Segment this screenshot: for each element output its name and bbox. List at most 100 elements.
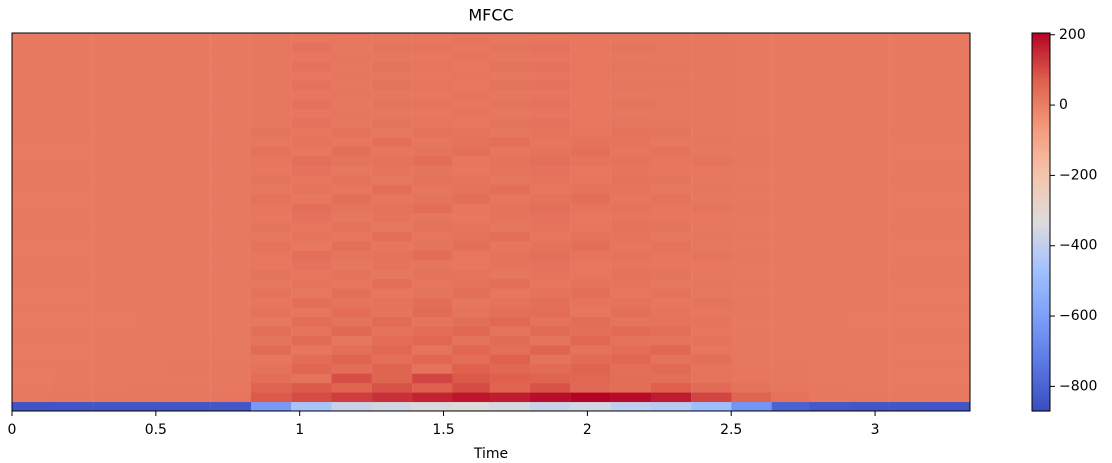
cell bbox=[731, 325, 772, 336]
cell bbox=[691, 222, 732, 232]
cell bbox=[889, 288, 931, 299]
colorbar-swatch bbox=[1032, 185, 1050, 188]
cell bbox=[570, 33, 611, 43]
cell bbox=[889, 203, 931, 214]
cell bbox=[530, 222, 571, 232]
cell bbox=[250, 89, 292, 100]
cell bbox=[610, 392, 651, 403]
cell bbox=[691, 307, 732, 317]
cell bbox=[610, 240, 651, 251]
cell bbox=[731, 203, 772, 214]
colorbar-swatch bbox=[1032, 125, 1050, 128]
cell bbox=[133, 165, 174, 176]
cell bbox=[133, 89, 174, 100]
cell bbox=[331, 269, 372, 280]
cell bbox=[92, 108, 134, 119]
cell bbox=[52, 231, 93, 242]
cell bbox=[731, 136, 772, 147]
cell bbox=[489, 288, 531, 299]
cell bbox=[452, 108, 493, 119]
cell bbox=[570, 269, 611, 280]
cell bbox=[12, 203, 53, 214]
cell bbox=[691, 118, 732, 128]
cell bbox=[650, 259, 692, 270]
colorbar-swatch bbox=[1032, 271, 1050, 274]
cell bbox=[771, 297, 813, 308]
colorbar-tick-label: −400 bbox=[1059, 238, 1097, 254]
cell bbox=[809, 146, 850, 157]
colorbar-swatch bbox=[1032, 351, 1050, 354]
cell bbox=[570, 222, 611, 232]
colorbar-swatch bbox=[1032, 243, 1050, 246]
cell bbox=[489, 70, 531, 81]
cell bbox=[570, 51, 611, 62]
cell bbox=[771, 155, 813, 166]
colorbar-swatch bbox=[1032, 309, 1050, 312]
cell bbox=[170, 155, 211, 166]
colorbar-swatch bbox=[1032, 167, 1050, 170]
cell bbox=[489, 307, 531, 317]
cell bbox=[133, 240, 174, 251]
cell bbox=[809, 335, 850, 346]
cell bbox=[133, 316, 174, 327]
cell bbox=[412, 42, 453, 53]
cell bbox=[489, 222, 531, 232]
cell bbox=[92, 344, 134, 355]
cell bbox=[771, 222, 813, 232]
cell bbox=[530, 373, 571, 384]
colorbar-swatch bbox=[1032, 305, 1050, 308]
colorbar-swatch bbox=[1032, 259, 1050, 262]
colorbar-swatch bbox=[1032, 53, 1050, 56]
cell bbox=[412, 288, 453, 299]
cell bbox=[12, 118, 53, 128]
cell bbox=[250, 193, 292, 204]
cell bbox=[570, 42, 611, 53]
cell bbox=[170, 373, 211, 384]
colorbar-swatch bbox=[1032, 255, 1050, 258]
colorbar-swatch bbox=[1032, 369, 1050, 372]
cell bbox=[291, 193, 332, 204]
cell bbox=[92, 231, 134, 242]
colorbar-frame bbox=[1031, 32, 1051, 412]
cell bbox=[889, 269, 931, 280]
cell bbox=[650, 278, 692, 289]
cell bbox=[610, 174, 651, 185]
cell bbox=[412, 127, 453, 138]
cell bbox=[452, 259, 493, 270]
colorbar-swatch bbox=[1032, 155, 1050, 158]
cell bbox=[250, 382, 292, 393]
cell bbox=[412, 212, 453, 223]
colorbar-swatch bbox=[1032, 399, 1050, 402]
cell bbox=[489, 61, 531, 72]
colorbar-swatch bbox=[1032, 313, 1050, 316]
cell bbox=[929, 89, 971, 100]
cell bbox=[250, 297, 292, 308]
cell bbox=[331, 278, 372, 289]
cell bbox=[133, 250, 174, 261]
cell bbox=[731, 146, 772, 157]
cell bbox=[610, 269, 651, 280]
cell bbox=[210, 99, 252, 110]
cell bbox=[133, 278, 174, 289]
cell bbox=[929, 363, 971, 374]
cell bbox=[412, 136, 453, 147]
cell bbox=[412, 165, 453, 176]
cell bbox=[452, 250, 493, 261]
cell bbox=[570, 307, 611, 317]
cell bbox=[170, 250, 211, 261]
cell bbox=[452, 401, 493, 412]
colorbar-swatch bbox=[1032, 303, 1050, 306]
cell bbox=[12, 155, 53, 166]
colorbar-swatch bbox=[1032, 265, 1050, 268]
cell bbox=[133, 61, 174, 72]
cell bbox=[250, 80, 292, 91]
cell bbox=[52, 89, 93, 100]
cell bbox=[691, 108, 732, 119]
cell bbox=[570, 193, 611, 204]
cell bbox=[52, 193, 93, 204]
cell bbox=[929, 42, 971, 53]
colorbar-swatch bbox=[1032, 235, 1050, 238]
cell bbox=[889, 108, 931, 119]
cell bbox=[849, 392, 890, 403]
cell bbox=[371, 335, 413, 346]
